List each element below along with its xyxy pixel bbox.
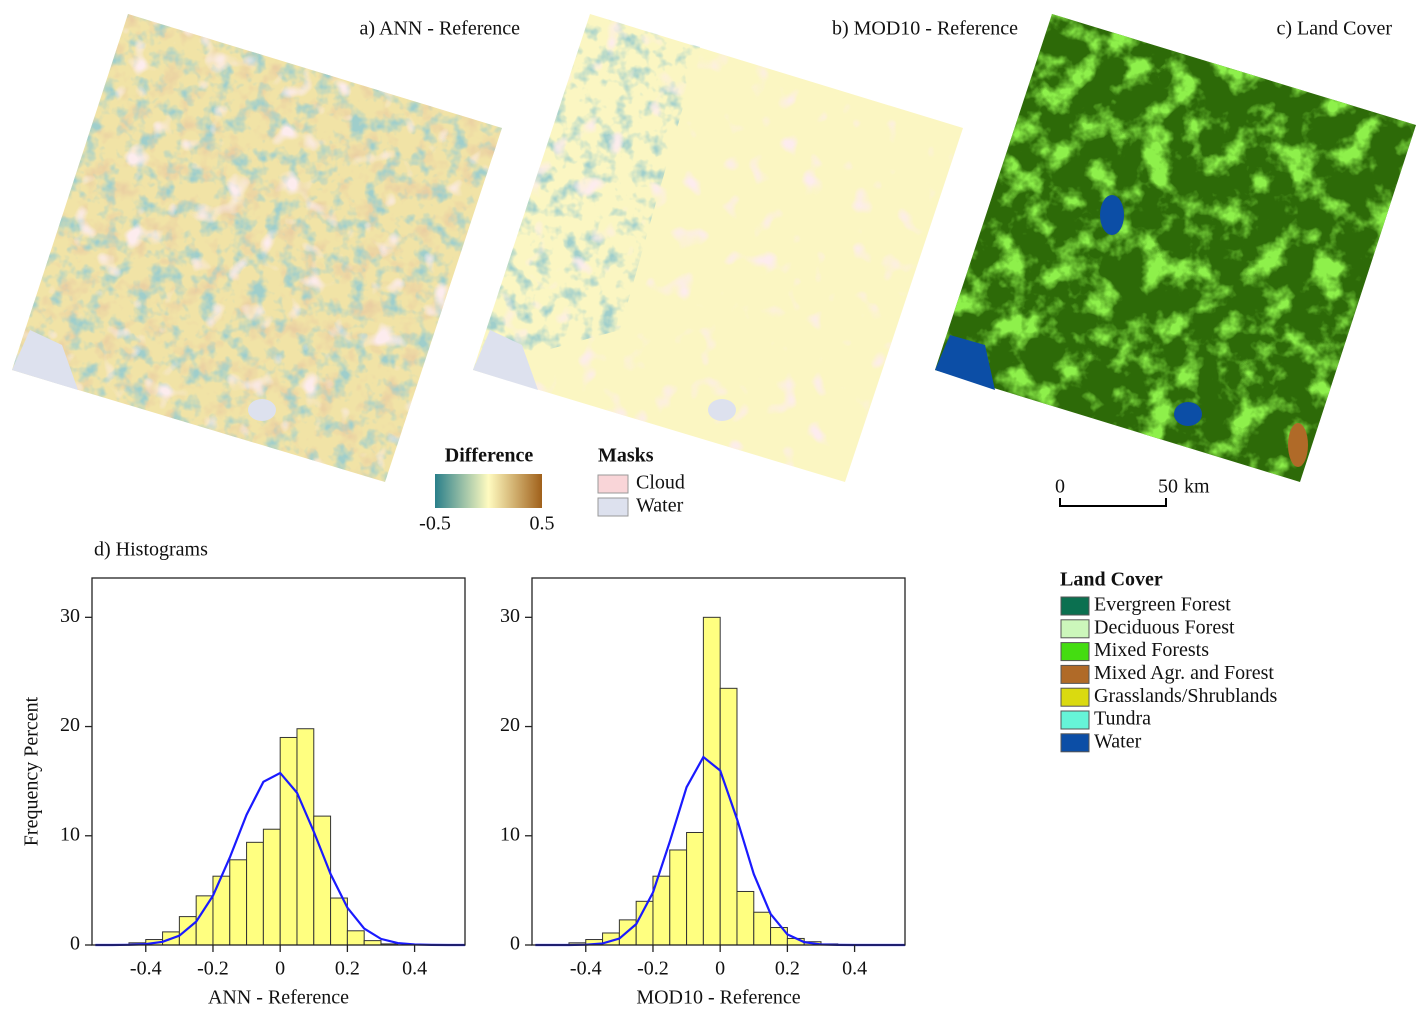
x-tick-label: -0.2 (637, 958, 669, 980)
x-axis-label: ANN - Reference (208, 987, 349, 1009)
map-b-clouds (473, 14, 963, 482)
map-b-water (473, 330, 538, 390)
legend-label: Evergreen Forest (1094, 594, 1231, 616)
legend-swatch (1060, 642, 1090, 662)
histogram-bar (363, 940, 382, 946)
histogram-bar (262, 828, 281, 946)
y-tick-label: 20 (60, 714, 80, 736)
y-tick-label: 20 (500, 714, 520, 736)
legend-label: Cloud (636, 472, 685, 494)
legend-swatch (1060, 733, 1090, 753)
y-tick-label: 10 (500, 823, 520, 845)
scale-label: 50 (1158, 476, 1178, 498)
legend-label: Mixed Agr. and Forest (1094, 662, 1274, 684)
legend-label: Tundra (1094, 708, 1151, 730)
y-tick-label: 0 (510, 933, 520, 955)
x-tick-label: 0.4 (402, 958, 427, 980)
scale-unit: km (1184, 476, 1210, 498)
legend-swatch (1060, 619, 1090, 639)
histogram-bar (212, 875, 231, 946)
map-b-water (708, 399, 736, 421)
x-tick-label: 0.4 (842, 958, 867, 980)
x-tick-label: 0.2 (775, 958, 800, 980)
legend-title: Masks (598, 445, 654, 467)
histogram-bar (346, 930, 365, 946)
scale-bar (1059, 498, 1167, 507)
histogram-bar (686, 831, 704, 946)
y-tick-label: 0 (70, 933, 80, 955)
histogram-bar (669, 849, 688, 946)
map-c-water (1174, 402, 1202, 426)
legend-swatch (597, 474, 629, 494)
legend-title: Difference (445, 445, 534, 467)
scale-label: 0 (1055, 476, 1065, 498)
map-c-agr (1288, 423, 1308, 467)
legend-label: Grasslands/Shrublands (1094, 685, 1278, 707)
histogram-bar (246, 841, 264, 946)
panel-title: b) MOD10 - Reference (832, 18, 1018, 40)
histogram-bar (330, 897, 348, 946)
colorbar (435, 474, 542, 508)
y-axis-label: Frequency Percent (21, 696, 43, 846)
legend-label: Water (636, 495, 684, 517)
legend-swatch (1060, 664, 1090, 684)
map-a-water (248, 399, 276, 421)
histogram-bar (719, 687, 738, 946)
map-c-water (1100, 195, 1124, 235)
panel-title: d) Histograms (94, 539, 208, 561)
legend-label: Mixed Forests (1094, 639, 1209, 661)
map-a-clouds (12, 14, 502, 482)
x-tick-label: -0.4 (130, 958, 162, 980)
legend-label: Water (1094, 730, 1142, 752)
histogram-bar (736, 890, 755, 946)
legend-swatch (1060, 710, 1090, 730)
y-tick-label: 10 (60, 823, 80, 845)
legend-label: Deciduous Forest (1094, 616, 1235, 638)
map-c-water (935, 335, 995, 390)
x-tick-label: -0.2 (197, 958, 229, 980)
map-c-texture (935, 14, 1416, 482)
legend-swatch (1060, 596, 1090, 616)
legend-title: Land Cover (1060, 569, 1163, 591)
colorbar-label: -0.5 (419, 513, 451, 535)
normal-curve (95, 771, 465, 947)
x-axis-label: MOD10 - Reference (636, 987, 800, 1009)
histogram-bar (279, 736, 298, 946)
histogram-bar (195, 895, 214, 946)
histogram-bar (296, 728, 315, 946)
x-tick-label: -0.4 (570, 958, 602, 980)
histogram-bar (753, 911, 772, 946)
x-tick-label: 0 (715, 958, 725, 980)
legend-swatch (597, 497, 629, 517)
y-tick-label: 30 (500, 605, 520, 627)
histogram-bar (702, 616, 721, 946)
plot-frame (531, 577, 906, 946)
histogram-bar (178, 916, 197, 946)
panel-title: a) ANN - Reference (360, 18, 521, 40)
x-tick-label: 0.2 (335, 958, 360, 980)
histogram-bar (229, 859, 248, 946)
legend-swatch (1060, 687, 1090, 707)
x-tick-label: 0 (275, 958, 285, 980)
colorbar-label: 0.5 (530, 513, 555, 535)
panel-title: c) Land Cover (1276, 18, 1392, 40)
y-tick-label: 30 (60, 605, 80, 627)
map-a-water (12, 330, 78, 390)
plot-frame (91, 577, 466, 946)
